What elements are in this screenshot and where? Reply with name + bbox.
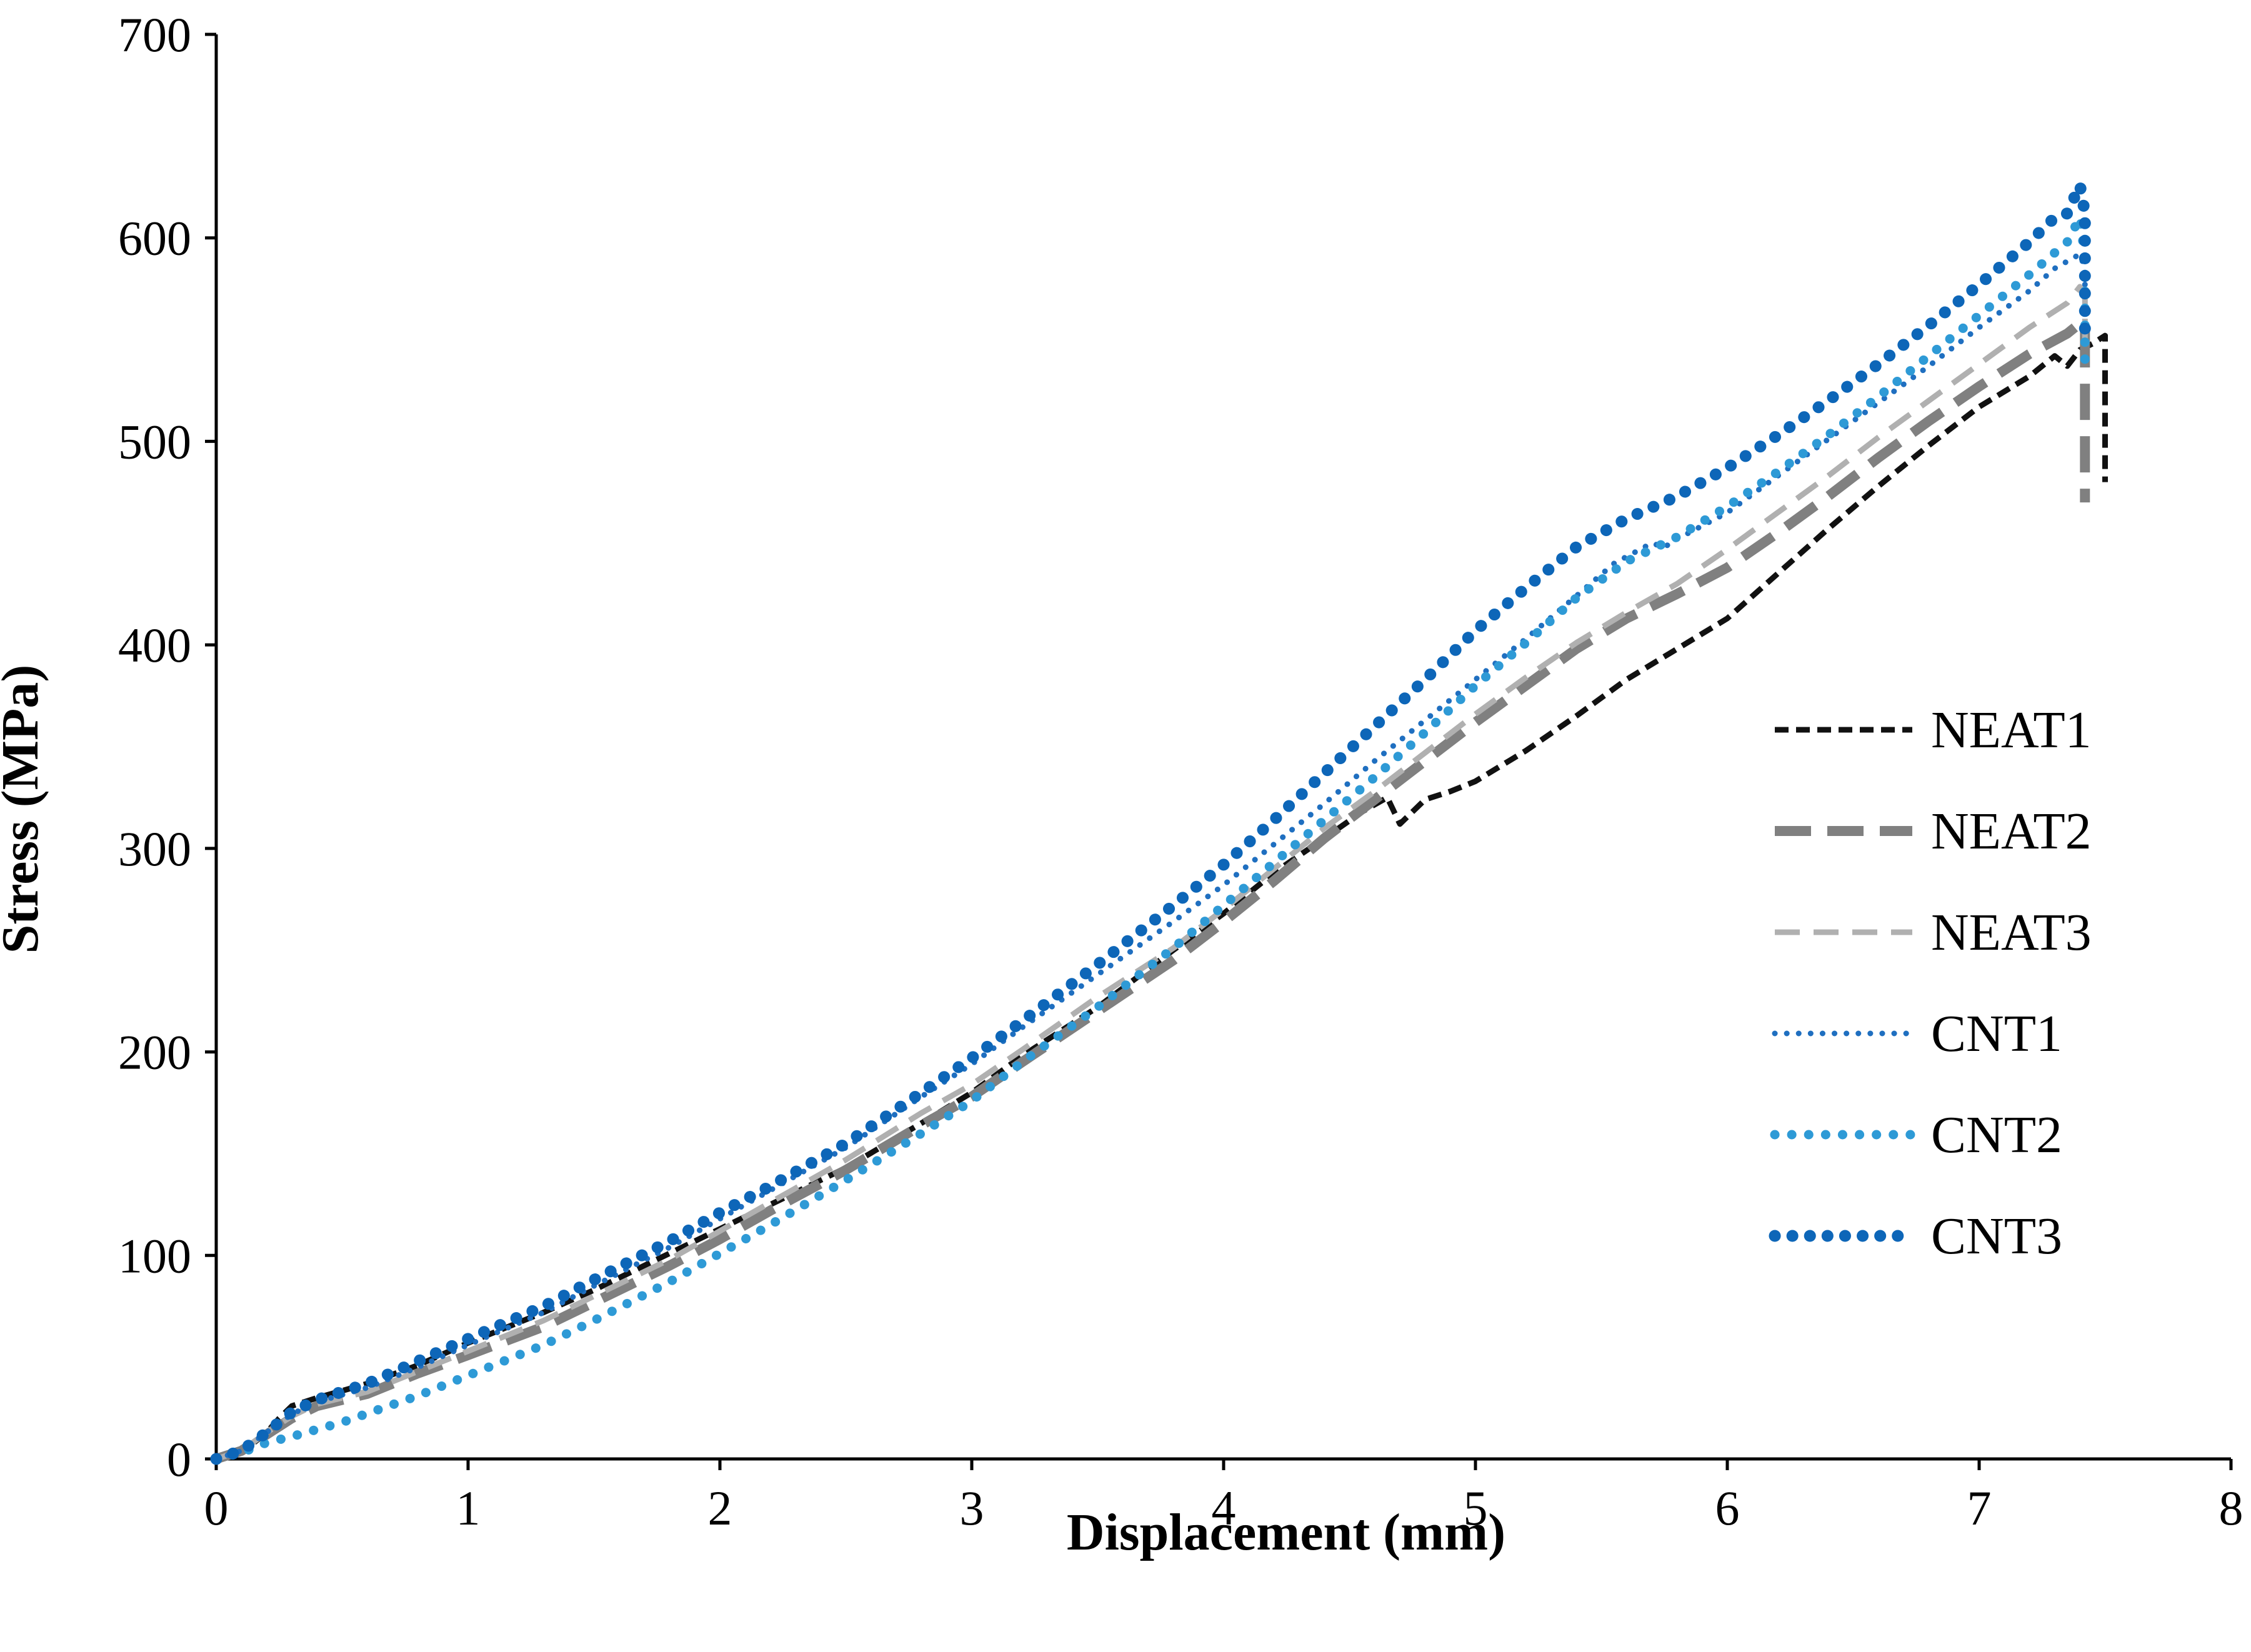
series-line-neat3 xyxy=(215,284,2088,1462)
x-tick-label: 5 xyxy=(1464,1481,1488,1535)
series-line-cnt3 xyxy=(210,179,2091,1465)
legend: NEAT1 NEAT2 NEAT3 CNT1 CNT2 CNT3 xyxy=(1769,701,2092,1265)
axes: 0 100 200 300 400 500 600 700 0 1 2 3 4 5 6 7 8 xyxy=(118,7,2244,1535)
x-tick-label: 1 xyxy=(456,1481,481,1535)
legend-label-neat1: NEAT1 xyxy=(1931,701,2092,759)
series-line-cnt2 xyxy=(211,212,2090,1464)
y-tick-label: 400 xyxy=(118,618,191,672)
series-group xyxy=(210,179,2108,1465)
y-tick-label: 200 xyxy=(118,1025,191,1080)
x-tick-label: 0 xyxy=(204,1481,229,1535)
legend-label-neat2: NEAT2 xyxy=(1931,802,2092,860)
y-tick-label: 500 xyxy=(118,414,191,469)
series-line-neat2 xyxy=(214,318,2090,1464)
x-tick-label: 3 xyxy=(960,1481,984,1535)
x-tick-label: 4 xyxy=(1212,1481,1236,1535)
y-tick-label: 600 xyxy=(118,211,191,266)
x-tick-label: 8 xyxy=(2219,1481,2244,1535)
legend-label-neat3: NEAT3 xyxy=(1931,903,2092,962)
legend-label-cnt1: CNT1 xyxy=(1931,1005,2062,1063)
series-line-cnt1 xyxy=(213,251,2088,1462)
x-tick-label: 2 xyxy=(708,1481,732,1535)
x-axis-title: Displacement (mm) xyxy=(1067,1503,1505,1561)
y-tick-label: 300 xyxy=(118,822,191,876)
y-tick-label: 100 xyxy=(118,1228,191,1283)
y-tick-label: 0 xyxy=(167,1432,191,1486)
x-tick-label: 6 xyxy=(1715,1481,1740,1535)
y-tick-label: 700 xyxy=(118,7,191,62)
y-axis-title: Stress (MPa) xyxy=(0,665,49,954)
legend-label-cnt2: CNT2 xyxy=(1931,1106,2062,1164)
x-tick-label: 7 xyxy=(1967,1481,1992,1535)
legend-label-cnt3: CNT3 xyxy=(1931,1207,2062,1265)
